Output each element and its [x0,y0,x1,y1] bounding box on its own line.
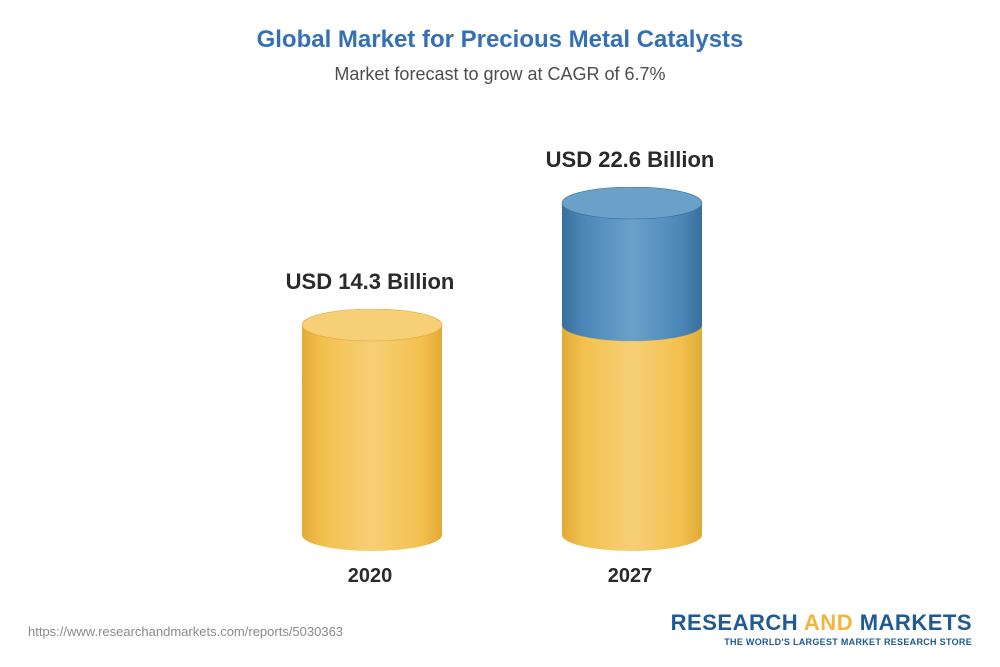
year-label: 2027 [530,565,730,588]
cylinder-bar [300,309,444,555]
brand-logo: RESEARCH AND MARKETS THE WORLD'S LARGEST… [671,610,972,647]
logo-word-markets: MARKETS [860,610,972,635]
cylinder-bar [560,187,704,555]
value-label: USD 22.6 Billion [530,147,730,173]
logo-word-and: AND [804,610,853,635]
chart-area: USD 14.3 Billion2020USD 22.6 Billion2027 [0,140,1000,570]
chart-title: Global Market for Precious Metal Catalys… [0,0,1000,54]
footer: https://www.researchandmarkets.com/repor… [0,607,1000,647]
logo-word-research: RESEARCH [671,610,798,635]
year-label: 2020 [270,565,470,588]
value-label: USD 14.3 Billion [270,269,470,295]
chart-subtitle: Market forecast to grow at CAGR of 6.7% [0,64,1000,85]
logo-tagline: THE WORLD'S LARGEST MARKET RESEARCH STOR… [671,637,972,647]
source-url: https://www.researchandmarkets.com/repor… [28,624,343,639]
